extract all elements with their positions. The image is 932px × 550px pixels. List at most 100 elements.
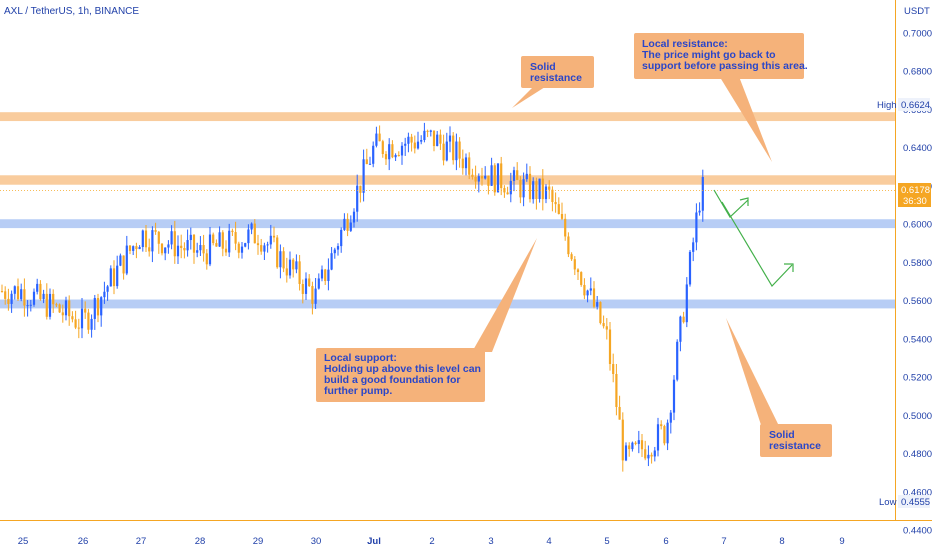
candle	[676, 339, 679, 382]
candle	[308, 274, 311, 288]
candle	[266, 241, 269, 253]
candle	[560, 202, 564, 221]
candle	[679, 315, 682, 352]
candle	[36, 278, 39, 295]
symbol-title: AXL / TetherUS, 1h, BINANCE	[4, 6, 139, 17]
candle	[64, 296, 68, 321]
zone-resistance-1	[0, 175, 896, 185]
candle	[173, 220, 176, 264]
candle	[55, 302, 58, 308]
callout-local-support[interactable]: Local support: Holding up above this lev…	[316, 238, 537, 402]
callout-resistance-bottom[interactable]: Solid resistance	[726, 318, 832, 457]
low-label: Low	[879, 497, 897, 508]
candle	[256, 234, 260, 255]
callout-local-resistance[interactable]: Local resistance: The price might go bac…	[634, 33, 808, 162]
candle	[199, 236, 202, 256]
candle	[112, 260, 116, 295]
candle	[602, 315, 605, 329]
time-tick: 25	[18, 536, 29, 547]
time-tick: 28	[195, 536, 206, 547]
candle	[378, 125, 381, 142]
candle	[311, 281, 314, 315]
callout-resistance-top[interactable]: Solid resistance	[512, 56, 594, 108]
price-tick: 0.5400	[903, 334, 932, 345]
candle	[695, 203, 698, 251]
candle	[516, 162, 519, 181]
candle	[250, 222, 253, 235]
candle	[688, 249, 692, 287]
candle	[592, 281, 596, 309]
candle	[644, 440, 647, 461]
candle	[442, 134, 445, 166]
candle	[80, 298, 84, 339]
price-tick: 0.4400	[903, 526, 932, 537]
candle	[282, 247, 285, 273]
candle	[612, 353, 615, 383]
candle	[141, 229, 144, 252]
candle	[666, 419, 669, 451]
candle	[45, 283, 48, 320]
candle	[372, 141, 375, 168]
candle	[183, 242, 186, 259]
candle	[224, 240, 228, 256]
last-price-tag: 0.6178 36:30	[898, 183, 931, 207]
high-label: High	[877, 100, 897, 111]
candle	[352, 208, 356, 228]
candle	[132, 245, 135, 256]
candle	[634, 441, 637, 446]
price-tick: 0.6000	[903, 220, 932, 231]
low-marker: Low 0.4555	[879, 495, 930, 508]
candle	[698, 202, 701, 216]
candle	[436, 130, 439, 147]
candle	[624, 442, 628, 462]
candle	[103, 281, 106, 304]
projection-arrow-down-head	[784, 263, 794, 272]
candle	[116, 255, 119, 289]
candle	[77, 318, 80, 339]
zone-support-2	[0, 219, 896, 229]
time-tick: 4	[546, 536, 551, 547]
candle	[349, 215, 352, 232]
candle	[260, 238, 263, 255]
time-axis[interactable]: 25 26 27 28 29 30 Jul 2 3 4 5 6 7 8 9	[18, 536, 845, 547]
time-tick: Jul	[367, 536, 381, 547]
callout-local-support-line3: build a good foundation for	[324, 374, 460, 386]
candle	[100, 296, 103, 327]
high-marker: High 0.6624	[877, 98, 930, 111]
candle	[125, 235, 128, 276]
candle	[365, 148, 368, 165]
candle	[244, 242, 247, 248]
price-tick: 0.6400	[903, 143, 932, 154]
candle	[247, 224, 250, 250]
candle	[640, 434, 644, 458]
candle	[573, 256, 576, 276]
candle	[279, 244, 282, 279]
callout-local-resistance-line3: support before passing this area.	[642, 60, 808, 72]
candle	[567, 232, 570, 258]
candle	[138, 245, 141, 250]
candle	[468, 152, 471, 180]
candle	[135, 242, 138, 259]
candle	[7, 288, 10, 311]
candle	[509, 172, 512, 203]
candle	[170, 225, 173, 250]
candle	[10, 290, 13, 313]
candle	[164, 247, 167, 261]
candle	[535, 177, 538, 210]
candle	[215, 239, 218, 247]
candle	[544, 184, 548, 204]
high-value: 0.6624	[901, 100, 930, 111]
candle	[157, 230, 160, 254]
candle	[93, 294, 96, 330]
candle	[148, 238, 151, 257]
candle	[458, 137, 461, 168]
candle	[87, 308, 90, 334]
candle	[298, 254, 301, 291]
candle	[448, 126, 452, 153]
candle	[285, 257, 288, 283]
projection-arrow-up-head	[739, 197, 749, 206]
candle	[461, 149, 464, 175]
time-tick: 29	[253, 536, 264, 547]
candle	[23, 278, 26, 317]
